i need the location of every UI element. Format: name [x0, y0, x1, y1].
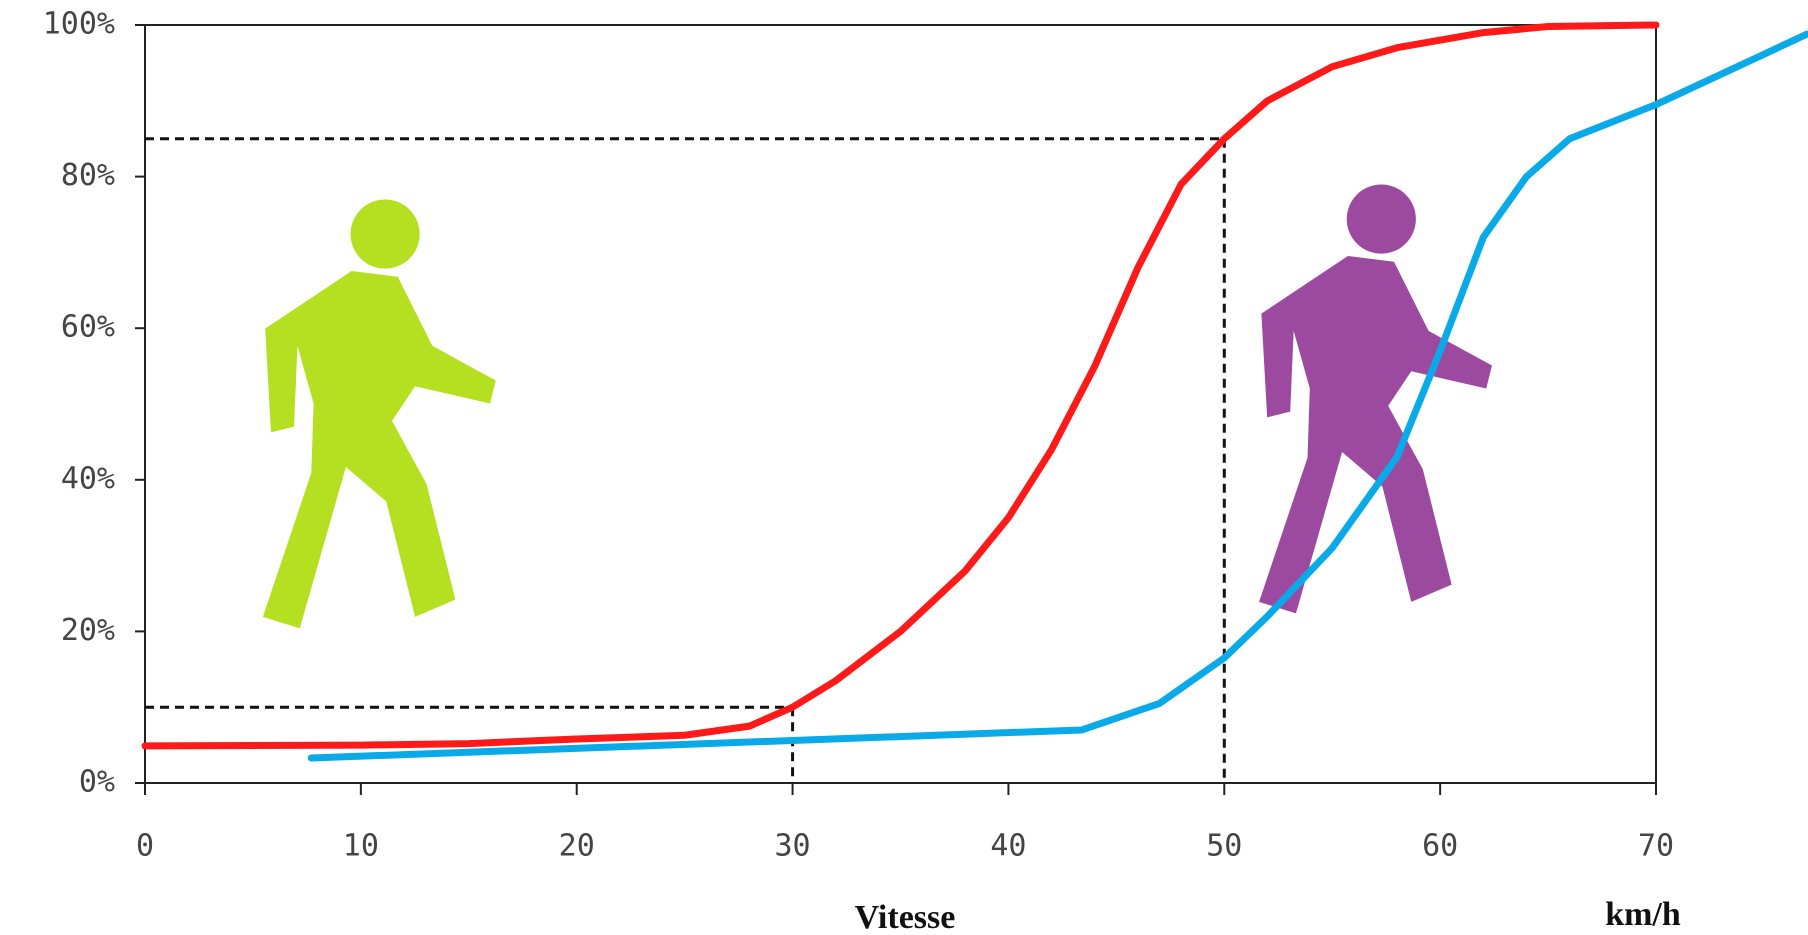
unit-label: km/h [1605, 896, 1681, 933]
plot-frame [144, 24, 1657, 784]
y-tick-label: 60% [61, 310, 115, 345]
x-tick-label: 70 [1638, 829, 1674, 864]
x-tick-label: 60 [1422, 829, 1458, 864]
x-tick-label: 30 [775, 829, 811, 864]
y-tick-label: 20% [61, 613, 115, 648]
x-axis-label: Vitesse [855, 899, 956, 935]
y-tick-label: 0% [79, 765, 115, 800]
x-tick-label: 40 [990, 829, 1026, 864]
pedestrian-icon [1259, 184, 1492, 614]
series-line [307, 30, 1808, 762]
y-tick-label: 100% [43, 7, 115, 42]
x-tick-label: 0 [136, 829, 154, 864]
x-tick-label: 10 [343, 829, 379, 864]
x-tick-label: 20 [559, 829, 595, 864]
x-tick-label: 50 [1206, 829, 1242, 864]
pedestrian-icon [262, 199, 496, 629]
series-line [141, 21, 1660, 750]
y-tick-label: 40% [61, 461, 115, 496]
y-tick-label: 80% [61, 158, 115, 193]
